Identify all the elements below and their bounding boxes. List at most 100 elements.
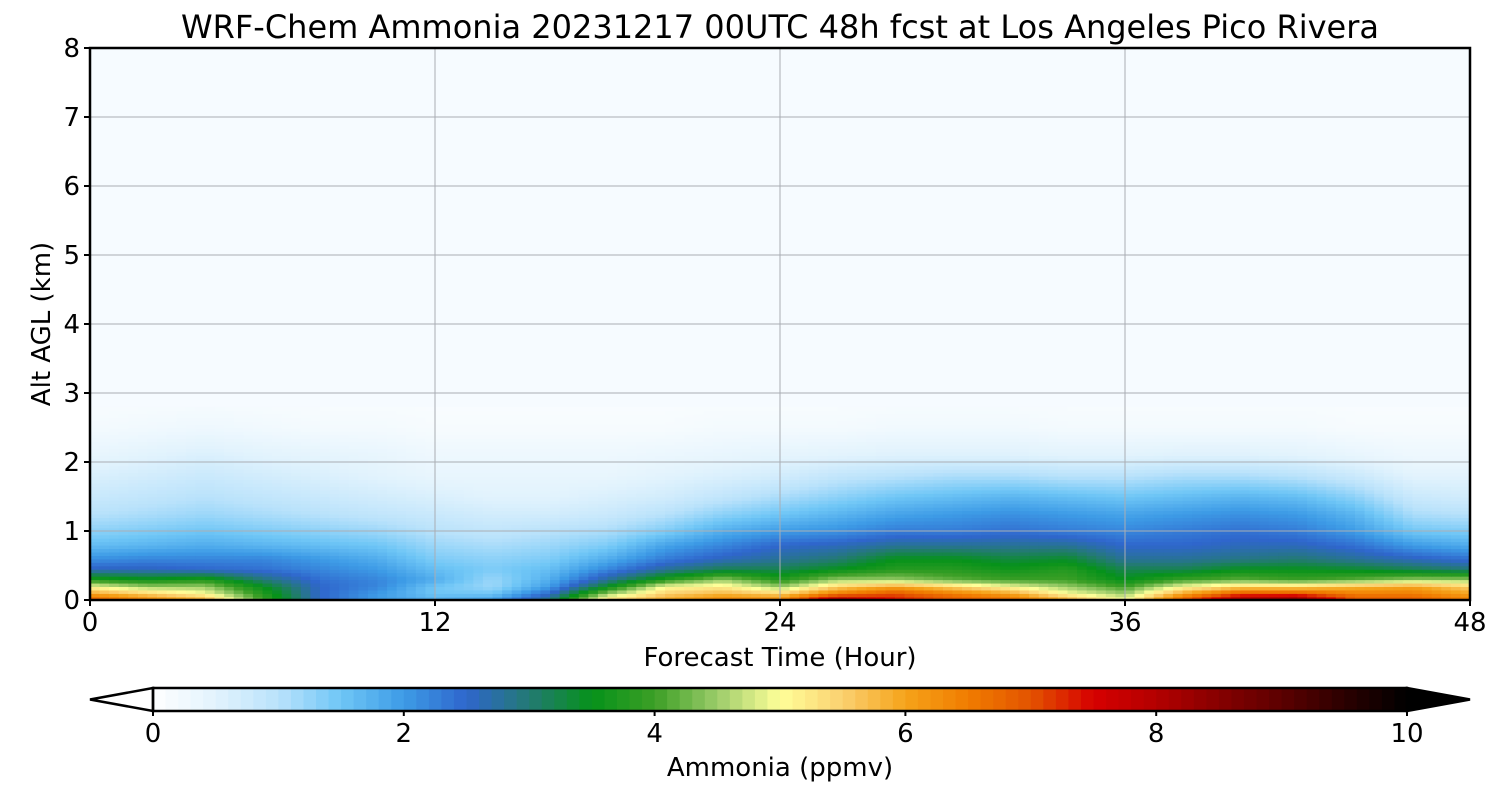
heatmap-cell — [962, 479, 973, 484]
heatmap-cell — [262, 489, 273, 494]
heatmap-cell — [1153, 572, 1165, 577]
heatmap-cell — [741, 499, 753, 505]
heatmap-cell — [1393, 593, 1404, 598]
heatmap-cell — [962, 582, 973, 587]
heatmap-cell — [626, 565, 638, 570]
heatmap-cell — [636, 520, 647, 525]
heatmap-cell — [732, 531, 743, 536]
heatmap-cell — [923, 544, 935, 550]
heatmap-cell — [1345, 562, 1356, 567]
heatmap-cell — [856, 555, 868, 560]
heatmap-cell — [530, 506, 542, 512]
heatmap-cell — [406, 510, 417, 515]
heatmap-cell — [262, 496, 273, 501]
heatmap-cell — [195, 517, 206, 522]
heatmap-cell — [1422, 489, 1433, 494]
heatmap-cell — [1134, 568, 1145, 574]
heatmap-cell — [1230, 593, 1241, 598]
heatmap-cell — [109, 586, 120, 591]
heatmap-cell — [1125, 565, 1136, 570]
heatmap-cell — [521, 520, 532, 525]
heatmap-cell — [741, 534, 753, 539]
heatmap-cell — [741, 593, 753, 598]
heatmap-cell — [444, 572, 455, 577]
heatmap-cell — [1249, 544, 1260, 550]
heatmap-cell — [1278, 496, 1289, 501]
heatmap-cell — [1259, 499, 1270, 505]
heatmap-cell — [856, 558, 868, 563]
heatmap-cell — [540, 524, 551, 529]
heatmap-cell — [425, 534, 436, 539]
heatmap-cell — [1105, 593, 1117, 598]
heatmap-cell — [1192, 496, 1203, 501]
heatmap-cell — [1000, 596, 1011, 600]
heatmap-cell — [492, 544, 503, 550]
heatmap-cell — [1335, 565, 1347, 570]
heatmap-cell — [329, 568, 340, 574]
heatmap-cell — [1134, 520, 1145, 525]
heatmap-cell — [645, 486, 657, 491]
heatmap-cell — [665, 593, 676, 598]
heatmap-cell — [933, 506, 944, 512]
heatmap-cell — [329, 537, 340, 543]
heatmap-cell — [1431, 582, 1443, 587]
heatmap-cell — [1038, 586, 1050, 591]
heatmap-cell — [339, 589, 350, 594]
heatmap-cell — [617, 548, 628, 553]
heatmap-cell — [1355, 496, 1366, 501]
heatmap-cell — [693, 479, 705, 484]
heatmap-cell — [1374, 596, 1385, 600]
heatmap-cell — [1010, 568, 1021, 574]
heatmap-cell — [827, 489, 839, 494]
heatmap-cell — [1230, 520, 1241, 525]
heatmap-cell — [837, 527, 848, 532]
heatmap-cell — [875, 579, 887, 584]
heatmap-cell — [377, 496, 388, 501]
heatmap-cell — [99, 531, 110, 536]
heatmap-cell — [550, 572, 561, 577]
heatmap-cell — [185, 479, 197, 484]
heatmap-cell — [1048, 524, 1059, 529]
heatmap-cell — [444, 568, 455, 574]
heatmap-cell — [300, 568, 312, 574]
heatmap-cell — [1393, 517, 1404, 522]
heatmap-cell — [137, 558, 149, 563]
heatmap-cell — [1230, 562, 1241, 567]
heatmap-cell — [1307, 503, 1318, 508]
heatmap-cell — [990, 593, 1002, 598]
heatmap-cell — [875, 489, 887, 494]
heatmap-cell — [971, 537, 983, 543]
heatmap-cell — [90, 565, 101, 570]
heatmap-cell — [962, 572, 973, 577]
heatmap-cell — [300, 579, 312, 584]
heatmap-cell — [147, 551, 158, 556]
heatmap-cell — [1364, 527, 1375, 532]
heatmap-cell — [262, 555, 273, 560]
heatmap-cell — [856, 482, 868, 487]
heatmap-cell — [300, 527, 312, 532]
heatmap-cell — [674, 541, 685, 546]
heatmap-cell — [195, 565, 206, 570]
heatmap-cell — [1172, 534, 1184, 539]
heatmap-cell — [1163, 568, 1174, 574]
heatmap-cell — [818, 568, 829, 574]
heatmap-cell — [588, 582, 599, 587]
heatmap-cell — [990, 537, 1002, 543]
heatmap-cell — [300, 565, 312, 570]
heatmap-cell — [1172, 541, 1184, 546]
heatmap-cell — [780, 486, 791, 491]
heatmap-cell — [1086, 558, 1098, 563]
heatmap-cell — [693, 586, 705, 591]
heatmap-cell — [291, 534, 302, 539]
heatmap-cell — [1441, 482, 1452, 487]
heatmap-cell — [607, 582, 618, 587]
heatmap-cell — [617, 503, 628, 508]
heatmap-cell — [1000, 531, 1011, 536]
heatmap-cell — [1192, 586, 1203, 591]
heatmap-cell — [1153, 558, 1165, 563]
heatmap-cell — [799, 527, 810, 532]
heatmap-cell — [837, 541, 848, 546]
heatmap-cell — [147, 541, 158, 546]
heatmap-cell — [1029, 503, 1040, 508]
heatmap-cell — [1153, 493, 1165, 498]
